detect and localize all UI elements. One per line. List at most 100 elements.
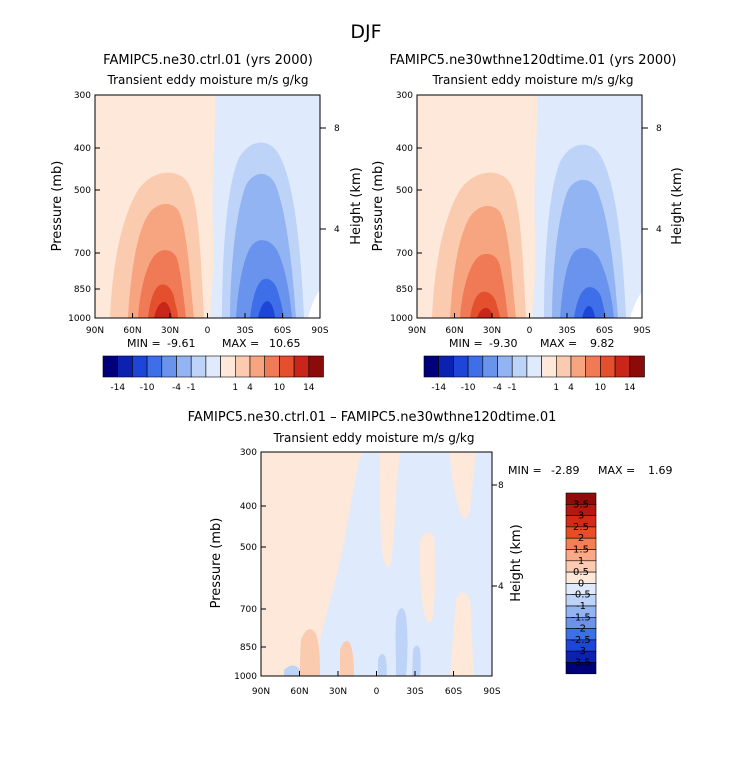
colorbar-swatch — [565, 662, 597, 675]
panel-diff-ylabel-right: Height (km) — [509, 524, 524, 601]
contour-fill — [308, 290, 320, 318]
colorbar-swatch — [541, 355, 557, 378]
y-tick-label: 700 — [396, 249, 413, 259]
y-tick-label: 400 — [240, 502, 257, 512]
x-tick-label: 30S — [236, 326, 253, 336]
y-tick-label: 1000 — [390, 314, 413, 324]
colorbar-label: 14 — [303, 383, 315, 393]
panel-ctrl-contours — [95, 95, 320, 318]
contour-fill — [477, 308, 493, 318]
panel-diff-min: -2.89 — [551, 464, 579, 477]
panel-ctrl-ylabel-right: Height (km) — [349, 167, 364, 244]
panel-ctrl-subtitle: Transient eddy moisture m/s g/kg — [107, 73, 309, 87]
panel-ctrl-x-ticks: 90N 60N 30N 0 30S 60S 90S — [86, 326, 329, 336]
panel-diff-tick-marks — [261, 484, 497, 676]
y-tick-label: 300 — [396, 91, 413, 101]
colorbar-swatch — [600, 355, 616, 378]
y-tick-label-right: 4 — [656, 225, 662, 235]
x-tick-label: 30N — [483, 326, 501, 336]
colorbar-swatch — [497, 355, 513, 378]
colorbar-label: -1 — [576, 601, 586, 612]
x-tick-label: 60N — [123, 326, 141, 336]
colorbar-swatch — [190, 355, 207, 378]
y-tick-label: 500 — [74, 186, 91, 196]
colorbar-label: 0.5 — [573, 567, 589, 578]
contour-fill — [412, 645, 421, 676]
colorbar-swatch — [629, 355, 645, 378]
y-tick-label-right: 4 — [498, 582, 504, 592]
colorbar-highres: -14 -10 -4 -1 1 4 10 14 — [423, 355, 645, 393]
y-tick-label: 500 — [396, 186, 413, 196]
y-tick-label-right: 8 — [656, 124, 662, 134]
x-tick-label: 0 — [374, 687, 380, 697]
panel-highres-contours — [417, 95, 642, 318]
x-tick-label: 0 — [205, 326, 211, 336]
contour-fill — [450, 452, 476, 519]
y-tick-label: 400 — [74, 144, 91, 154]
panel-diff-title: FAMIPC5.ne30.ctrl.01 – FAMIPC5.ne30wthne… — [188, 410, 557, 425]
contour-fill — [258, 301, 275, 318]
panel-diff-x-ticks: 90N 60N 30N 0 30S 60S 90S — [252, 687, 501, 697]
contour-fill — [574, 287, 606, 318]
panel-diff-min-label: MIN = — [508, 464, 542, 477]
panel-ctrl-max: 10.65 — [269, 337, 301, 350]
y-tick-label: 500 — [240, 543, 257, 553]
contour-fill — [250, 278, 284, 318]
panel-diff: FAMIPC5.ne30.ctrl.01 – FAMIPC5.ne30wthne… — [188, 410, 673, 697]
colorbar-ctrl: -14 -10 -4 -1 1 4 10 14 — [102, 355, 324, 393]
x-tick-label: 0 — [527, 326, 533, 336]
y-tick-label: 700 — [74, 249, 91, 259]
panel-ctrl-ylabel: Pressure (mb) — [50, 161, 65, 252]
colorbar-label: -10 — [461, 383, 476, 393]
colorbar-swatch — [132, 355, 148, 378]
colorbar-swatch — [438, 355, 454, 378]
colorbar-swatch — [117, 355, 133, 378]
colorbar-label: -2 — [576, 624, 586, 635]
figure-title: DJF — [350, 21, 381, 43]
colorbar-swatch — [102, 355, 118, 378]
colorbar-label: -2.5 — [571, 635, 591, 646]
contour-fill — [582, 306, 595, 318]
colorbar-label: 3.5 — [573, 499, 589, 510]
contour-fill — [340, 641, 354, 676]
colorbar-swatch — [220, 355, 236, 378]
colorbar-label: 10 — [595, 383, 607, 393]
x-tick-label: 30S — [558, 326, 575, 336]
colorbar-label: 14 — [624, 383, 636, 393]
panel-ctrl-y-ticks: 300 400 500 700 850 1000 8 4 — [68, 91, 340, 324]
panel-ctrl-max-label: MAX = — [222, 337, 259, 350]
y-tick-label: 400 — [396, 144, 413, 154]
colorbar-label: -0.5 — [571, 590, 591, 601]
colorbar-label: -14 — [110, 383, 125, 393]
colorbar-swatch — [453, 355, 469, 378]
colorbar-diff: 3.532.521.510.50-0.5-1-1.5-2-2.5-3-3.5 — [565, 492, 597, 675]
y-tick-label-right: 8 — [498, 481, 504, 491]
x-tick-label: 90S — [633, 326, 650, 336]
colorbar-label: 4 — [247, 383, 253, 393]
contour-fill — [378, 654, 387, 676]
panel-diff-contours — [261, 452, 492, 676]
panel-ctrl-min-label: MIN = — [127, 337, 161, 350]
panel-ctrl-tick-marks — [95, 127, 326, 318]
colorbar-swatch — [235, 355, 251, 378]
x-tick-label: 60N — [445, 326, 463, 336]
colorbar-swatch — [205, 355, 221, 378]
colorbar-label: 0 — [578, 578, 584, 589]
colorbar-swatch — [146, 355, 163, 378]
colorbar-swatch — [279, 355, 295, 378]
x-tick-label: 90S — [483, 687, 500, 697]
colorbar-label: -1.5 — [571, 612, 591, 623]
colorbar-swatch — [467, 355, 484, 378]
y-tick-label: 850 — [74, 285, 91, 295]
colorbar-swatch — [293, 355, 310, 378]
contour-fill — [154, 302, 172, 318]
y-tick-label: 850 — [240, 643, 257, 653]
y-tick-label: 700 — [240, 605, 257, 615]
y-tick-label-right: 4 — [334, 225, 340, 235]
colorbar-label: -4 — [172, 383, 181, 393]
x-tick-label: 30N — [161, 326, 179, 336]
x-tick-label: 90N — [252, 687, 270, 697]
colorbar-label: -3.5 — [571, 658, 591, 669]
colorbar-label: 2 — [578, 533, 584, 544]
